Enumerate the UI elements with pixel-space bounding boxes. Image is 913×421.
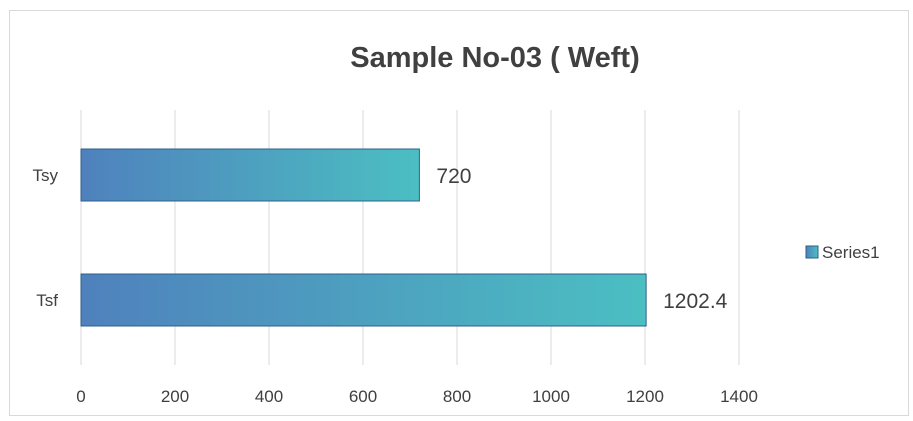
x-tick-label-600: 600 <box>349 387 377 406</box>
legend-label-series1: Series1 <box>822 243 880 262</box>
x-tick-label-1400: 1400 <box>720 387 758 406</box>
x-tick-label-400: 400 <box>255 387 283 406</box>
x-tick-label-200: 200 <box>161 387 189 406</box>
x-tick-label-0: 0 <box>76 387 85 406</box>
category-label-tsy: Tsy <box>33 166 59 185</box>
x-tick-label-1200: 1200 <box>626 387 664 406</box>
x-tick-label-800: 800 <box>443 387 471 406</box>
legend-swatch <box>805 245 819 259</box>
chart-frame <box>9 10 909 416</box>
x-tick-label-1000: 1000 <box>532 387 570 406</box>
legend: Series1 <box>805 243 880 262</box>
bars <box>80 148 647 327</box>
data-label-tsf: 1202.4 <box>663 290 728 313</box>
data-label-tsy: 720 <box>436 165 471 188</box>
category-label-tsf: Tsf <box>36 291 58 310</box>
gridlines <box>80 110 740 365</box>
bar-tsf <box>80 273 647 327</box>
chart-title: Sample No-03 ( Weft) <box>350 42 640 74</box>
labels: 0 200 400 600 800 1000 1200 1400 Tsy 720 Tsf 1202.4 <box>33 165 758 406</box>
bar-tsy <box>80 148 420 202</box>
